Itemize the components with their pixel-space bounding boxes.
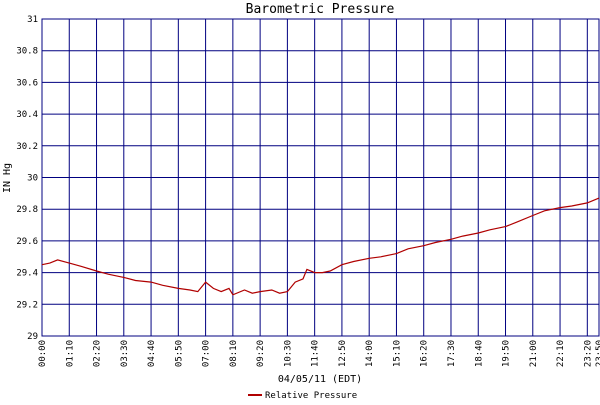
y-axis-ticks: 29 29.2 29.4 29.6 29.8 30 30.2 30.4 30.6 30.8 31 — [16, 15, 38, 342]
x-tick-label: 02:20 — [93, 340, 103, 367]
x-tick-label: 17:30 — [447, 340, 457, 367]
x-tick-label: 16:20 — [420, 340, 430, 367]
y-tick-label: 31 — [27, 15, 38, 25]
x-tick-label: 11:40 — [311, 340, 321, 367]
x-tick-label: 19:50 — [502, 340, 512, 367]
x-tick-label: 23:50 — [595, 340, 600, 367]
series-layer — [41, 197, 600, 296]
x-tick-label: 04:40 — [147, 340, 157, 367]
legend-label: Relative Pressure — [265, 391, 357, 400]
x-tick-label: 18:40 — [474, 340, 484, 367]
series-line-relative-pressure — [41, 197, 600, 296]
y-tick-label: 29.8 — [16, 205, 38, 215]
grid — [41, 18, 600, 337]
x-tick-label: 08:10 — [229, 340, 239, 367]
x-tick-label: 12:50 — [338, 340, 348, 367]
x-tick-label: 21:00 — [529, 340, 539, 367]
y-tick-label: 30.6 — [16, 78, 38, 88]
x-tick-label: 10:30 — [283, 340, 293, 367]
x-tick-label: 01:10 — [65, 340, 75, 367]
x-tick-label: 09:20 — [256, 340, 266, 367]
x-tick-label: 15:10 — [392, 340, 402, 367]
y-tick-label: 29 — [27, 332, 38, 342]
y-tick-label: 30 — [27, 174, 38, 184]
x-axis-ticks: 00:00 01:10 02:20 03:30 04:40 05:50 07:00 08:10… — [38, 340, 600, 367]
y-tick-label: 29.6 — [16, 237, 38, 247]
x-tick-label: 05:50 — [174, 340, 184, 367]
y-tick-label: 30.4 — [16, 110, 38, 120]
y-tick-label: 29.4 — [16, 269, 38, 279]
x-tick-label: 07:00 — [202, 340, 212, 367]
y-tick-label: 30.8 — [16, 47, 38, 57]
chart-title: Barometric Pressure — [246, 2, 395, 17]
plot-border — [41, 18, 600, 337]
y-tick-label: 29.2 — [16, 300, 38, 310]
x-tick-label: 03:30 — [120, 340, 130, 367]
x-tick-label: 22:10 — [556, 340, 566, 367]
y-tick-label: 30.2 — [16, 142, 38, 152]
legend: Relative Pressure — [248, 391, 357, 401]
x-axis-label: 04/05/11 (EDT) — [278, 374, 362, 385]
x-tick-label: 00:00 — [38, 340, 48, 367]
y-axis-label: IN Hg — [2, 163, 13, 193]
x-tick-label: 23:20 — [583, 340, 593, 367]
x-tick-label: 14:00 — [365, 340, 375, 367]
